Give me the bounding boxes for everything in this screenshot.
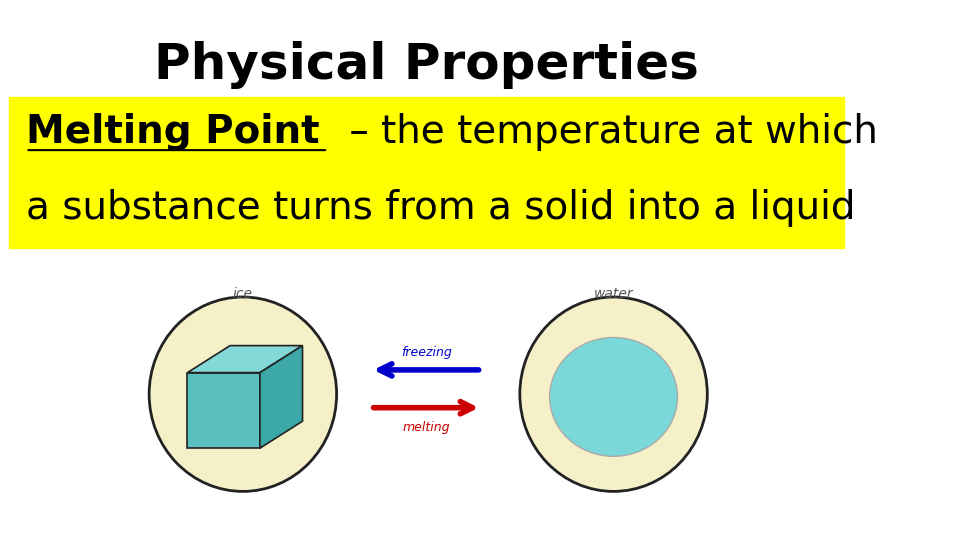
Polygon shape <box>187 346 302 373</box>
Text: Melting Point: Melting Point <box>26 113 319 151</box>
Polygon shape <box>187 373 260 448</box>
Text: freezing: freezing <box>400 346 451 359</box>
Polygon shape <box>260 346 302 448</box>
Text: Physical Properties: Physical Properties <box>154 41 699 89</box>
Ellipse shape <box>519 297 708 491</box>
Text: ice: ice <box>233 287 252 301</box>
Text: melting: melting <box>402 421 450 434</box>
Text: a substance turns from a solid into a liquid: a substance turns from a solid into a li… <box>26 189 855 227</box>
Text: water: water <box>593 287 634 301</box>
FancyBboxPatch shape <box>9 97 844 248</box>
Ellipse shape <box>550 338 678 456</box>
Ellipse shape <box>149 297 337 491</box>
Text: – the temperature at which: – the temperature at which <box>337 113 877 151</box>
